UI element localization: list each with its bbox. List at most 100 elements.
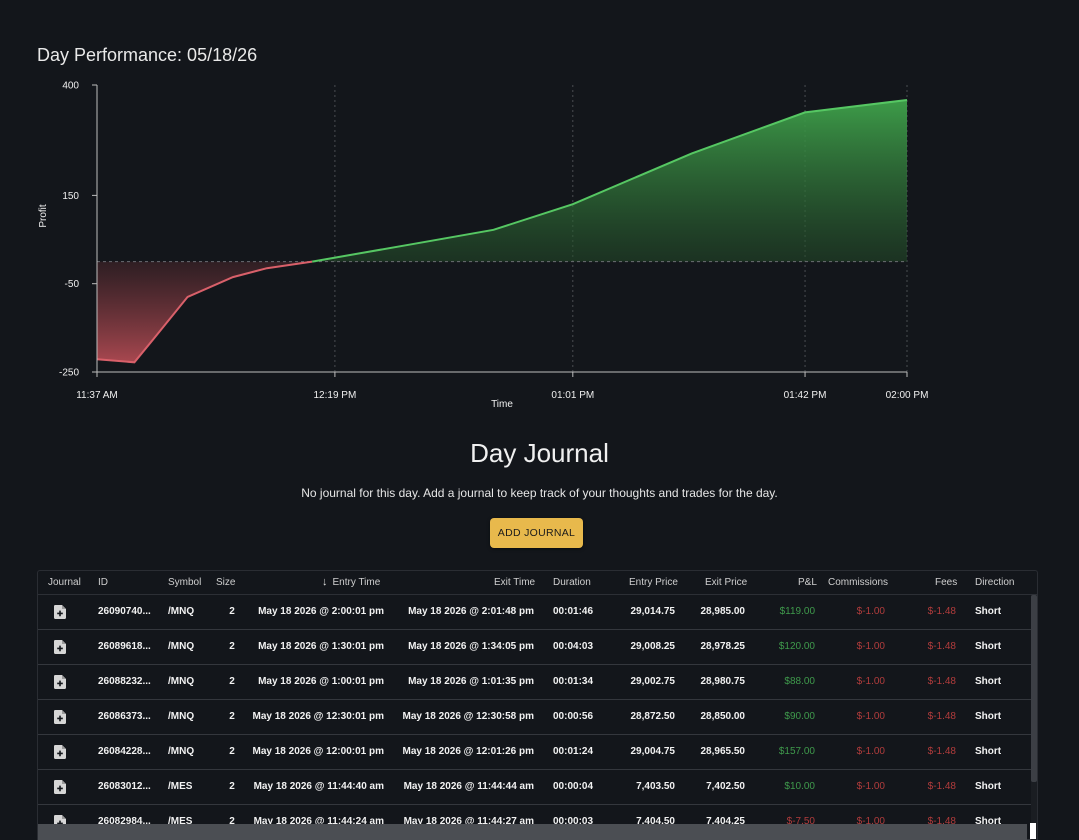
cell-symbol: /MES xyxy=(168,781,193,792)
cell-entry-time: May 18 2026 @ 12:30:01 pm xyxy=(252,711,385,722)
x-tick-label: 12:19 PM xyxy=(313,390,356,401)
add-journal-note-icon[interactable] xyxy=(54,675,66,694)
cell-symbol: /MES xyxy=(168,816,193,827)
cell-exit-price: 7,402.50 xyxy=(706,781,745,792)
trades-table: Journal ID Symbol Size ↓ Entry Time Exit … xyxy=(37,570,1038,840)
column-header-exit-time[interactable]: Exit Time xyxy=(494,577,536,588)
cell-duration: 00:00:56 xyxy=(553,711,594,722)
cell-pnl: $120.00 xyxy=(778,641,815,652)
cell-id: 26082984... xyxy=(98,816,151,827)
cell-symbol: /MNQ xyxy=(168,641,195,652)
cell-exit-time: May 18 2026 @ 1:34:05 pm xyxy=(408,641,534,652)
cell-id: 26086373... xyxy=(98,711,151,722)
x-tick-label: 01:42 PM xyxy=(784,390,827,401)
add-journal-note-icon[interactable] xyxy=(54,640,66,659)
y-axis-ticks: 400 150 -50 -250 xyxy=(59,81,97,379)
cell-exit-time: May 18 2026 @ 11:44:27 am xyxy=(403,816,534,827)
cell-pnl: $157.00 xyxy=(778,746,815,757)
table-row[interactable]: 26086373... /MNQ 2 May 18 2026 @ 12:30:01 p… xyxy=(38,700,1031,735)
column-header-pnl[interactable]: P&L xyxy=(798,577,817,588)
cell-exit-time: May 18 2026 @ 11:44:44 am xyxy=(403,781,534,792)
cell-fees: $-1.48 xyxy=(927,641,956,652)
add-journal-button[interactable]: ADD JOURNAL xyxy=(490,518,583,548)
x-axis-ticks: 11:37 AM 12:19 PM 01:01 PM 01:42 PM 02:00 PM xyxy=(76,372,928,401)
arrow-down-icon[interactable]: ↓ xyxy=(322,576,328,588)
vertical-scrollbar-thumb[interactable] xyxy=(1031,595,1037,782)
cell-entry-price: 29,014.75 xyxy=(630,606,676,617)
table-row[interactable]: 26088232... /MNQ 2 May 18 2026 @ 1:00:01 pm… xyxy=(38,665,1031,700)
add-journal-note-icon[interactable] xyxy=(54,710,66,729)
table-row[interactable]: 26089618... /MNQ 2 May 18 2026 @ 1:30:01 pm… xyxy=(38,630,1031,665)
cell-entry-price: 29,008.25 xyxy=(630,641,676,652)
cell-exit-time: May 18 2026 @ 2:01:48 pm xyxy=(408,606,534,617)
column-header-entry-price[interactable]: Entry Price xyxy=(629,577,678,588)
column-header-size[interactable]: Size xyxy=(216,577,236,588)
day-performance-title: Day Performance: 05/18/26 xyxy=(37,45,258,65)
column-header-id[interactable]: ID xyxy=(98,577,108,588)
cell-exit-price: 7,404.25 xyxy=(706,816,745,827)
cell-direction: Short xyxy=(975,606,1002,617)
cell-size: 2 xyxy=(229,676,235,687)
table-row[interactable]: 26083012... /MES 2 May 18 2026 @ 11:44:40 a… xyxy=(38,770,1031,805)
cell-symbol: /MNQ xyxy=(168,606,195,617)
cell-exit-time: May 18 2026 @ 12:01:26 pm xyxy=(402,746,535,757)
cell-duration: 00:01:34 xyxy=(553,676,594,687)
cell-entry-price: 7,403.50 xyxy=(636,781,675,792)
scrollbar-corner xyxy=(1030,823,1036,839)
cell-entry-price: 29,004.75 xyxy=(630,746,676,757)
cell-exit-price: 28,965.50 xyxy=(700,746,746,757)
y-axis-label: Profit xyxy=(38,204,49,228)
column-header-fees[interactable]: Fees xyxy=(935,577,958,588)
cell-commissions: $-1.00 xyxy=(856,606,885,617)
x-tick-label: 01:01 PM xyxy=(551,390,594,401)
cell-exit-price: 28,985.00 xyxy=(700,606,746,617)
table-row[interactable]: 26090740... /MNQ 2 May 18 2026 @ 2:00:01 pm… xyxy=(38,595,1031,630)
cell-id: 26083012... xyxy=(98,781,151,792)
add-journal-note-icon[interactable] xyxy=(54,780,66,799)
table-row[interactable]: 26084228... /MNQ 2 May 18 2026 @ 12:00:01 p… xyxy=(38,735,1031,770)
table-header: Journal ID Symbol Size ↓ Entry Time Exit … xyxy=(38,571,1037,595)
day-performance-chart: 400 150 -50 -250 11:37 AM 12:19 PM 01:01 PM 01… xyxy=(38,81,928,411)
cell-entry-price: 28,872.50 xyxy=(630,711,676,722)
entry-time-label: Entry Time xyxy=(332,577,381,588)
cell-commissions: $-1.00 xyxy=(856,711,885,722)
cell-pnl: $90.00 xyxy=(784,711,815,722)
horizontal-scrollbar[interactable] xyxy=(38,824,1027,840)
cell-direction: Short xyxy=(975,816,1002,827)
chart-axes xyxy=(96,85,907,373)
cell-exit-time: May 18 2026 @ 12:30:58 pm xyxy=(402,711,535,722)
cell-exit-price: 28,850.00 xyxy=(700,711,746,722)
cell-entry-time: May 18 2026 @ 11:44:24 am xyxy=(253,816,384,827)
cell-duration: 00:00:04 xyxy=(553,781,594,792)
column-header-journal[interactable]: Journal xyxy=(48,577,81,588)
column-header-entry-time[interactable]: ↓ Entry Time xyxy=(322,571,380,594)
cell-fees: $-1.48 xyxy=(927,781,956,792)
negative-profit-line xyxy=(96,260,313,364)
column-header-commissions[interactable]: Commissions xyxy=(828,577,889,588)
column-header-symbol[interactable]: Symbol xyxy=(168,577,202,588)
y-tick-label: 150 xyxy=(62,191,79,202)
journal-empty-message: No journal for this day. Add a journal t… xyxy=(301,486,778,500)
cell-entry-time: May 18 2026 @ 1:00:01 pm xyxy=(258,676,384,687)
cell-fees: $-1.48 xyxy=(927,606,956,617)
column-header-exit-price[interactable]: Exit Price xyxy=(705,577,748,588)
cell-fees: $-1.48 xyxy=(927,816,956,827)
cell-pnl: $119.00 xyxy=(779,606,815,617)
cell-entry-time: May 18 2026 @ 11:44:40 am xyxy=(253,781,384,792)
x-tick-label: 11:37 AM xyxy=(76,390,118,401)
column-header-direction[interactable]: Direction xyxy=(975,577,1015,588)
vertical-scrollbar[interactable] xyxy=(1031,595,1037,840)
cell-entry-price: 29,002.75 xyxy=(630,676,676,687)
cell-pnl: $10.00 xyxy=(784,781,815,792)
cell-duration: 00:00:03 xyxy=(553,816,594,827)
cell-commissions: $-1.00 xyxy=(856,781,885,792)
cell-commissions: $-1.00 xyxy=(856,676,885,687)
add-journal-note-icon[interactable] xyxy=(54,605,66,624)
cell-symbol: /MNQ xyxy=(168,711,195,722)
cell-symbol: /MNQ xyxy=(168,676,195,687)
cell-entry-time: May 18 2026 @ 2:00:01 pm xyxy=(258,606,384,617)
positive-profit-line xyxy=(312,99,908,263)
add-journal-note-icon[interactable] xyxy=(54,745,66,764)
day-journal-title: Day Journal xyxy=(470,438,609,468)
column-header-duration[interactable]: Duration xyxy=(553,577,591,588)
